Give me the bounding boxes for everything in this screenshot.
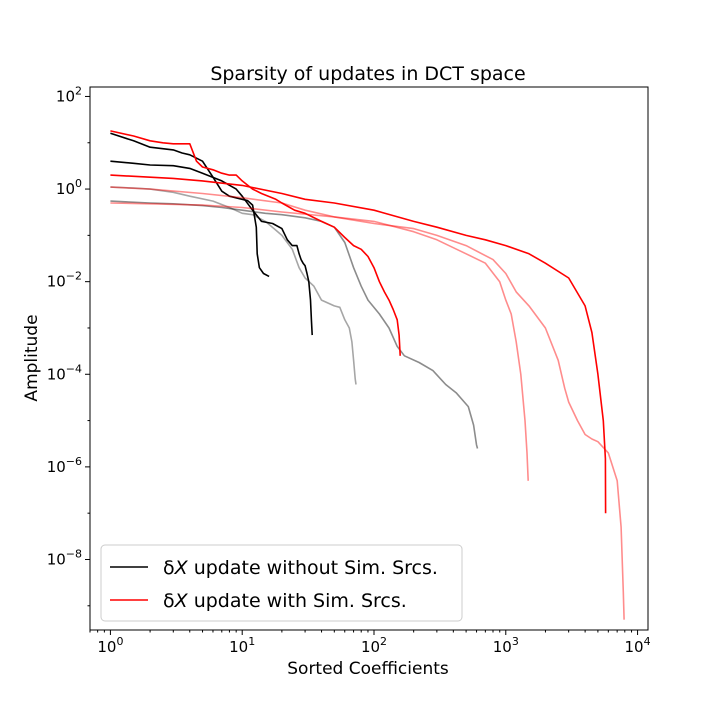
- series-line-6: [110, 186, 529, 481]
- series-layer: [110, 130, 625, 620]
- y-tick-label: 10−8: [47, 547, 82, 568]
- x-tick-label: 102: [361, 635, 387, 656]
- chart-title: Sparsity of updates in DCT space: [210, 63, 525, 85]
- series-line-0: [110, 132, 270, 278]
- series-line-5: [110, 174, 607, 514]
- legend-label-without: δX update without Sim. Srcs.: [163, 557, 438, 579]
- x-axis-label: Sorted Coefficients: [287, 659, 449, 679]
- y-tick-label: 100: [56, 177, 82, 198]
- ticks-layer: 100 101 102 103 104 10−8 10−6 10−4 10−2 100 102: [47, 84, 651, 656]
- y-tick-label: 10−6: [47, 455, 82, 476]
- series-line-7: [110, 202, 625, 620]
- legend-frame: [100, 544, 463, 622]
- y-tick-label: 10−2: [47, 270, 82, 291]
- series-line-4: [110, 130, 401, 356]
- series-line-1: [110, 160, 313, 336]
- legend: δX update without Sim. Srcs. δX update w…: [100, 544, 463, 622]
- y-tick-label: 10−4: [47, 362, 82, 383]
- series-line-3: [110, 186, 357, 385]
- series-line-2: [110, 200, 479, 449]
- y-axis-label: Amplitude: [22, 314, 42, 401]
- x-tick-label: 101: [229, 635, 255, 656]
- x-tick-label: 103: [493, 635, 519, 656]
- legend-label-with: δX update with Sim. Srcs.: [163, 590, 407, 612]
- x-tick-label: 104: [625, 635, 651, 656]
- plot-frame: [89, 86, 649, 631]
- y-tick-label: 102: [56, 84, 82, 105]
- x-tick-label: 100: [97, 635, 123, 656]
